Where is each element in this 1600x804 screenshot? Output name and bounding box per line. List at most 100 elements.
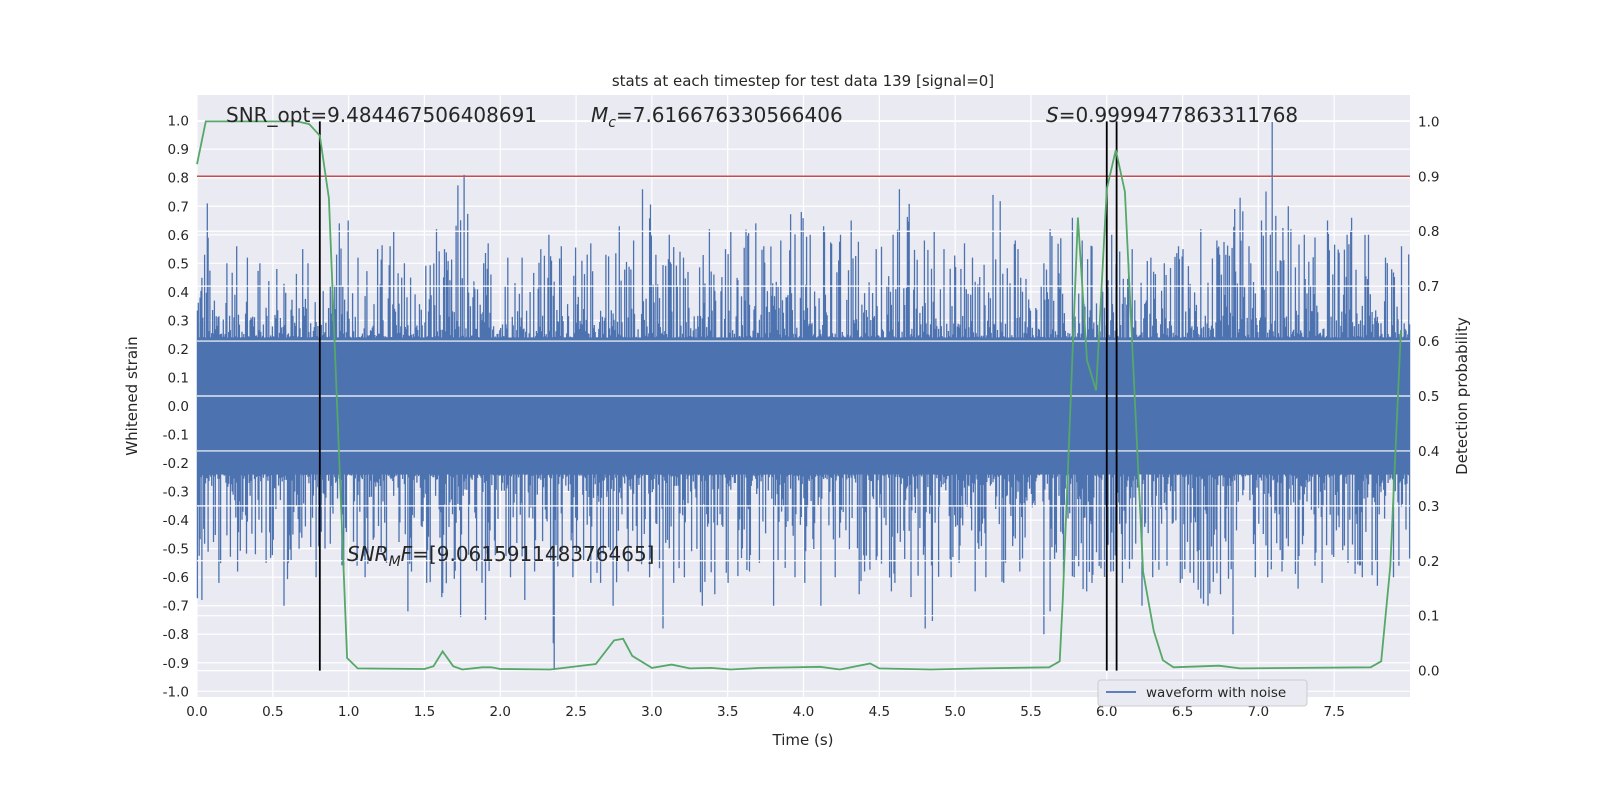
- y-tick-label: 0.4: [168, 285, 189, 301]
- waveform-segment: [1227, 197, 1244, 635]
- y-tick-label: 0.1: [168, 370, 189, 386]
- y-axis-right-label: Detection probability: [1453, 317, 1471, 475]
- waveform-segment: [257, 263, 274, 563]
- y-right-tick-label: 0.2: [1418, 554, 1439, 570]
- waveform-segment: [651, 254, 668, 629]
- y-tick-label: -0.3: [163, 485, 189, 501]
- waveform-segment: [1197, 229, 1214, 606]
- waveform-segment: [1030, 263, 1047, 635]
- waveform-segment: [833, 234, 850, 578]
- waveform-segment: [1076, 240, 1092, 592]
- waveform-segment: [879, 234, 895, 592]
- waveform-segment: [393, 263, 410, 612]
- y-tick-label: 0.0: [168, 399, 189, 415]
- waveform-segment: [636, 189, 653, 578]
- detection-probability-line: [196, 120, 1402, 671]
- x-tick-label: 7.5: [1323, 704, 1344, 720]
- y-right-tick-label: 0.8: [1418, 224, 1439, 240]
- x-tick-label: 1.5: [414, 704, 435, 720]
- waveform-segment: [666, 234, 683, 583]
- y-tick-label: -0.6: [163, 570, 189, 586]
- y-right-tick-label: 0.0: [1418, 664, 1439, 680]
- mc-symbol: M: [591, 103, 608, 127]
- snr-mf-symbol-f: F: [401, 542, 413, 566]
- x-tick-label: 1.0: [338, 704, 359, 720]
- snr-mf-symbol: SNR: [347, 542, 389, 566]
- waveform-segment: [712, 249, 728, 595]
- x-tick-label: 0.0: [186, 704, 207, 720]
- waveform-segment: [772, 240, 789, 606]
- legend-label-waveform: waveform with noise: [1146, 685, 1286, 701]
- waveform-segment: [894, 189, 910, 583]
- snr-mf-subscript: M: [389, 554, 401, 570]
- waveform-segment: [409, 277, 425, 572]
- x-tick-label: 7.0: [1248, 704, 1269, 720]
- waveform-segment: [1212, 240, 1229, 595]
- s-symbol: S: [1046, 103, 1059, 127]
- waveform-segment: [211, 263, 228, 583]
- waveform-segment: [985, 194, 1001, 578]
- waveform-segment: [1243, 246, 1259, 578]
- y-right-tick-label: 0.1: [1418, 609, 1439, 625]
- marker-lines: [318, 121, 1118, 671]
- annotation-snr-mf: SNRMF=[9.061591148376465]: [347, 542, 655, 570]
- waveform-segment: [757, 246, 774, 563]
- y-tick-label: -0.7: [163, 599, 189, 615]
- waveform-segment: [575, 243, 592, 583]
- x-tick-label: 2.5: [565, 704, 586, 720]
- waveform-segment: [287, 249, 304, 563]
- x-axis-label: Time (s): [772, 731, 834, 749]
- waveform-segment: [378, 231, 395, 563]
- x-tick-label: 6.5: [1172, 704, 1193, 720]
- y-right-tick-label: 0.5: [1418, 389, 1439, 405]
- waveform-segment: [363, 249, 380, 578]
- y-right-tick-label: 0.4: [1418, 444, 1439, 460]
- waveform-segment: [1288, 229, 1305, 589]
- waveform-segment: [333, 220, 349, 572]
- chart-title: stats at each timestep for test data 139…: [612, 72, 994, 90]
- y-tick-label: -1.0: [163, 684, 189, 700]
- x-tick-label: 0.5: [262, 704, 283, 720]
- annotation-score: S=0.9999477863311768: [1046, 103, 1298, 127]
- snr-mf-value: =[9.061591148376465]: [412, 542, 654, 566]
- waveform-segment: [530, 249, 546, 572]
- waveform-segment: [606, 226, 622, 606]
- y-tick-label: 0.9: [168, 142, 189, 158]
- waveform-segment: [1273, 206, 1289, 572]
- y-right-tick-label: 0.6: [1418, 334, 1439, 350]
- waveform-segment: [818, 226, 835, 606]
- legend: waveform with noise: [1097, 679, 1308, 707]
- waveform-segment: [788, 212, 804, 578]
- waveform-segment: [1303, 234, 1320, 566]
- y-tick-label: 0.2: [168, 342, 189, 358]
- x-tick-label: 3.5: [717, 704, 738, 720]
- y-tick-label: -0.2: [163, 456, 189, 472]
- x-tick-label: 4.5: [869, 704, 890, 720]
- waveform-segment: [560, 246, 577, 578]
- y-tick-label: 0.3: [168, 313, 189, 329]
- y-tick-label: -0.5: [163, 542, 189, 558]
- y-tick-label: 0.8: [168, 171, 189, 187]
- waveform-segment: [954, 243, 971, 563]
- waveform-segment: [1182, 249, 1198, 583]
- annotation-chirp-mass: Mc=7.616676330566406: [591, 103, 843, 131]
- x-tick-label: 5.5: [1020, 704, 1041, 720]
- waveform-segment: [272, 269, 289, 606]
- waveform-segment: [939, 249, 956, 578]
- x-tick-label: 3.0: [641, 704, 662, 720]
- y-axis-label: Whitened strain: [123, 336, 141, 455]
- s-value: =0.9999477863311768: [1059, 103, 1298, 127]
- x-tick-label: 4.0: [793, 704, 814, 720]
- y-right-tick-label: 1.0: [1418, 114, 1439, 130]
- y-tick-label: -0.9: [163, 656, 189, 672]
- waveform-segment: [439, 249, 455, 598]
- waveform-segment: [1045, 229, 1062, 612]
- x-tick-label: 2.0: [490, 704, 511, 720]
- x-tick-label: 5.0: [944, 704, 965, 720]
- x-tick-label: 6.0: [1096, 704, 1117, 720]
- waveform-segment: [621, 240, 637, 572]
- y-tick-label: 0.5: [168, 256, 189, 272]
- y-right-tick-label: 0.9: [1418, 169, 1439, 185]
- waveform-segment: [515, 257, 531, 600]
